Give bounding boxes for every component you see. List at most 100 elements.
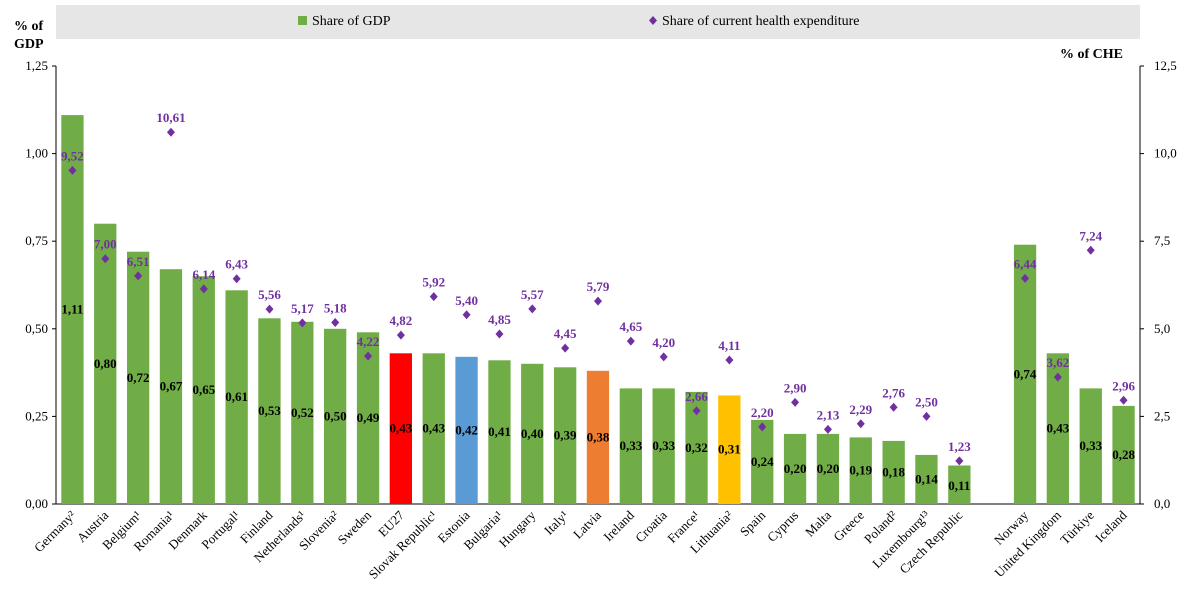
che-value-label: 2,96: [1112, 378, 1135, 393]
right-axis-title: % of CHE: [1060, 47, 1123, 62]
bar: [882, 440, 905, 504]
che-marker: [166, 127, 175, 137]
che-value-label: 10,61: [156, 110, 185, 125]
che-value-label: 4,65: [619, 319, 642, 334]
category-label: Croatia: [632, 507, 670, 545]
bar: [159, 269, 183, 504]
che-value-label: 2,29: [849, 402, 872, 417]
che-value-label: 2,20: [751, 405, 774, 420]
che-value-label: 2,13: [817, 407, 840, 422]
che-value-label: 6,51: [127, 254, 150, 269]
right-tick-label: 7,5: [1154, 233, 1170, 248]
right-tick-label: 0,0: [1154, 496, 1170, 511]
che-value-label: 6,43: [225, 257, 248, 272]
gdp-value-label: 0,72: [127, 370, 150, 385]
gdp-value-label: 0,43: [1047, 421, 1070, 436]
gdp-value-label: 0,50: [324, 408, 347, 423]
bar: [1112, 405, 1135, 504]
bar: [751, 419, 774, 504]
gdp-value-label: 0,14: [915, 472, 938, 487]
che-value-label: 4,20: [652, 335, 675, 350]
gdp-value-label: 0,43: [390, 421, 413, 436]
right-tick-label: 12,5: [1154, 58, 1177, 73]
bar: [718, 395, 741, 504]
che-value-label: 6,14: [192, 267, 215, 282]
che-value-label: 7,00: [94, 237, 117, 252]
left-tick-label: 0,00: [25, 496, 48, 511]
che-marker: [889, 402, 898, 412]
gdp-value-label: 0,31: [718, 442, 741, 457]
left-tick-label: 1,00: [25, 146, 48, 161]
bar: [389, 353, 412, 504]
che-value-label: 1,23: [948, 439, 971, 454]
che-value-label: 4,82: [390, 313, 413, 328]
bar: [488, 360, 511, 504]
che-value-label: 2,90: [784, 380, 807, 395]
gdp-value-label: 0,61: [225, 389, 248, 404]
che-marker: [232, 274, 241, 284]
right-axis-ticks: 0,0 2,5 5,0 7,5 10,0 12,5: [1140, 58, 1177, 511]
left-tick-label: 1,25: [25, 58, 48, 73]
gdp-value-label: 0,19: [849, 463, 872, 478]
legend-gdp-swatch: [298, 16, 307, 25]
bar: [1079, 388, 1102, 504]
bar: [225, 290, 248, 504]
che-value-label: 4,45: [554, 326, 577, 341]
gdp-value-label: 0,20: [784, 461, 807, 476]
che-marker: [462, 310, 471, 320]
che-value-label: 5,56: [258, 287, 281, 302]
che-marker: [561, 343, 570, 353]
gdp-value-label: 0,49: [357, 410, 380, 425]
bar: [258, 318, 281, 504]
gdp-value-label: 0,65: [192, 382, 215, 397]
marker-series-che: [68, 127, 1128, 466]
bar: [685, 391, 708, 504]
category-label: Cyprus: [764, 508, 801, 545]
che-marker: [659, 352, 668, 362]
category-label: Hungary: [496, 507, 539, 550]
che-marker: [922, 411, 931, 421]
bar: [1046, 353, 1069, 504]
che-marker: [791, 397, 800, 407]
bar: [455, 356, 478, 504]
right-tick-label: 5,0: [1154, 321, 1170, 336]
left-tick-label: 0,25: [25, 408, 48, 423]
gdp-value-label: 0,67: [160, 379, 183, 394]
che-marker: [823, 424, 832, 434]
che-value-label: 7,24: [1079, 228, 1102, 243]
gdp-value-label: 1,11: [61, 302, 83, 317]
category-label: Malta: [802, 507, 834, 539]
gdp-value-label: 0,18: [882, 465, 905, 480]
gdp-value-label: 0,40: [521, 426, 544, 441]
category-label: Greece: [830, 507, 867, 544]
che-marker: [528, 304, 537, 314]
gdp-value-label: 0,24: [751, 454, 774, 469]
gdp-value-label: 0,42: [455, 422, 478, 437]
gdp-value-label: 0,38: [587, 429, 610, 444]
category-label: Ireland: [600, 507, 637, 544]
che-marker: [758, 422, 767, 432]
gdp-value-label: 0,52: [291, 405, 314, 420]
che-marker: [1119, 395, 1128, 405]
legend-che-label: Share of current health expenditure: [662, 14, 859, 29]
gdp-value-label: 0,11: [948, 478, 970, 493]
che-marker: [626, 336, 635, 346]
che-value-label: 5,79: [587, 279, 610, 294]
che-value-label: 2,76: [882, 385, 905, 400]
category-label: Latvia: [570, 507, 604, 541]
che-marker: [1053, 372, 1062, 382]
che-data-labels: 9,52 7,00 6,51 10,61 6,14 6,43 5,56 5,17 5,18 4,2…: [61, 110, 1135, 454]
category-label: Germany²: [31, 507, 79, 555]
che-value-label: 2,66: [685, 389, 708, 404]
legend-che-marker-icon: [649, 16, 657, 25]
che-value-label: 2,50: [915, 394, 938, 409]
gdp-value-label: 0,20: [817, 461, 840, 476]
category-label: Italy¹: [541, 507, 571, 537]
bar: [521, 363, 544, 504]
legend-background: [56, 5, 1140, 39]
gdp-value-label: 0,41: [488, 424, 511, 439]
che-marker: [68, 165, 77, 175]
che-value-label: 4,85: [488, 312, 511, 327]
che-marker: [101, 254, 110, 264]
gdp-value-label: 0,33: [652, 438, 675, 453]
